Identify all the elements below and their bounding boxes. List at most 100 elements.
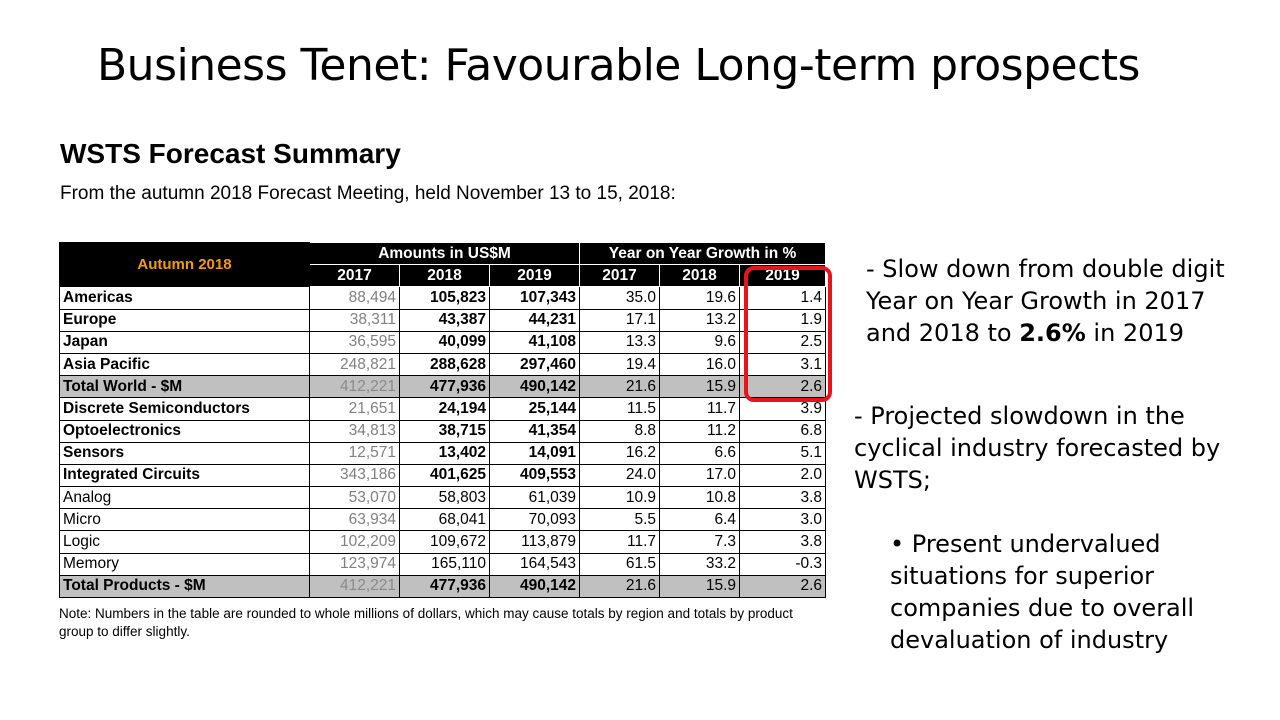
table-corner-label: Autumn 2018 <box>59 241 310 288</box>
year-header-row: 2017 2018 2019 2017 2018 2019 <box>60 264 827 288</box>
table-cell: 165,110 <box>399 552 490 576</box>
table-row: Asia Pacific 248,821 288,628 297,460 19.4 16.… <box>59 352 827 377</box>
highlight-box-2019-growth <box>744 266 832 402</box>
table-cell: 5.5 <box>579 508 661 532</box>
table-cell: 105,823 <box>399 286 490 310</box>
table-row: Micro 63,934 68,041 70,093 5.5 6.4 3.0 <box>59 508 827 532</box>
table-cell: 6.8 <box>739 419 827 443</box>
forecast-table: Autumn 2018 Amounts in US$M Year on Year… <box>59 241 827 599</box>
table-cell: 41,108 <box>488 330 581 354</box>
row-label: Integrated Circuits <box>59 463 310 488</box>
table-cell: 164,543 <box>488 552 581 576</box>
table-cell: 477,936 <box>399 574 490 599</box>
table-cell: 13.2 <box>659 308 741 332</box>
table-cell: 40,099 <box>399 330 490 354</box>
table-cell: 107,343 <box>488 286 581 310</box>
table-cell: 6.6 <box>659 441 741 465</box>
table-cell: 61.5 <box>579 552 661 576</box>
table-cell: 11.7 <box>659 397 741 421</box>
table-cell: 11.7 <box>579 530 661 554</box>
table-cell: 16.2 <box>579 441 661 465</box>
table-cell: 44,231 <box>488 308 581 332</box>
table-cell: 14,091 <box>488 441 581 465</box>
table-cell: 58,803 <box>399 486 490 510</box>
table-cell: 3.1 <box>739 352 827 377</box>
table-cell: 68,041 <box>399 508 490 532</box>
table-cell: 21.6 <box>579 574 661 599</box>
wsts-subtitle: From the autumn 2018 Forecast Meeting, h… <box>60 183 676 204</box>
table-cell: 88,494 <box>309 286 400 310</box>
table-row: Integrated Circuits 343,186 401,625 409,553… <box>59 463 827 488</box>
table-cell: 41,354 <box>488 419 581 443</box>
table-cell: 15.9 <box>659 574 741 599</box>
table-row: Logic 102,209 109,672 113,879 11.7 7.3 3.8 <box>59 530 827 554</box>
table-cell: 3.8 <box>739 486 827 510</box>
table-cell: 33.2 <box>659 552 741 576</box>
table-cell: 10.9 <box>579 486 661 510</box>
table-cell: 13.3 <box>579 330 661 354</box>
bullet-slowdown: - Slow down from double digit Year on Ye… <box>866 253 1226 349</box>
table-cell: 9.6 <box>659 330 741 354</box>
table-row: Optoelectronics 34,813 38,715 41,354 8.8 11.2… <box>59 419 827 443</box>
table-row: Memory 123,974 165,110 164,543 61.5 33.2 -0.3 <box>59 552 827 576</box>
row-label: Sensors <box>59 441 310 465</box>
year-header: 2018 <box>659 264 741 288</box>
table-cell: 36,595 <box>309 330 400 354</box>
table-row: Analog 53,070 58,803 61,039 10.9 10.8 3.8 <box>59 486 827 510</box>
table-cell: 343,186 <box>309 463 400 488</box>
table-cell: 2.6 <box>739 574 827 599</box>
row-label: Analog <box>59 486 310 510</box>
bullet-cyclical: - Projected slowdown in the cyclical ind… <box>854 402 1221 494</box>
amounts-group-header: Amounts in US$M <box>308 241 581 266</box>
table-cell: 35.0 <box>579 286 661 310</box>
table-cell: 38,311 <box>309 308 400 332</box>
table-cell: 34,813 <box>309 419 400 443</box>
table-cell: 102,209 <box>309 530 400 554</box>
table-cell: 25,144 <box>488 397 581 421</box>
bullet-text: in 2019 <box>1085 319 1184 347</box>
table-cell: 16.0 <box>659 352 741 377</box>
table-cell: 17.0 <box>659 463 741 488</box>
table-cell: 63,934 <box>309 508 400 532</box>
row-label: Logic <box>59 530 310 554</box>
row-label: Micro <box>59 508 310 532</box>
table-cell: 123,974 <box>309 552 400 576</box>
wsts-title: WSTS Forecast Summary <box>60 138 401 169</box>
table-cell: 113,879 <box>488 530 581 554</box>
table-cell: 3.0 <box>739 508 827 532</box>
table-row: Discrete Semiconductors 21,651 24,194 25,14… <box>59 397 827 421</box>
table-cell: 70,093 <box>488 508 581 532</box>
table-cell: -0.3 <box>739 552 827 576</box>
row-label: Total World - $M <box>59 375 310 399</box>
bullet-bold-value: 2.6% <box>1019 319 1086 347</box>
row-label: Japan <box>59 330 310 354</box>
bullet-undervalued: • Present undervalued situations for sup… <box>890 530 1195 654</box>
table-cell: 248,821 <box>309 352 400 377</box>
row-label: Asia Pacific <box>59 352 310 377</box>
table-cell: 412,221 <box>309 375 400 399</box>
row-label: Europe <box>59 308 310 332</box>
table-cell: 297,460 <box>488 352 581 377</box>
row-label: Total Products - $M <box>59 574 310 599</box>
slide-title: Business Tenet: Favourable Long-term pro… <box>97 40 1140 91</box>
table-cell: 401,625 <box>399 463 490 488</box>
table-row: Total World - $M 412,221 477,936 490,142 21.… <box>59 375 827 399</box>
table-row: Japan 36,595 40,099 41,108 13.3 9.6 2.5 <box>59 330 827 354</box>
table-row: Europe 38,311 43,387 44,231 17.1 13.2 1.9 <box>59 308 827 332</box>
table-cell: 7.3 <box>659 530 741 554</box>
table-cell: 477,936 <box>399 375 490 399</box>
table-cell: 409,553 <box>488 463 581 488</box>
table-cell: 3.8 <box>739 530 827 554</box>
table-cell: 2.6 <box>739 375 827 399</box>
table-cell: 15.9 <box>659 375 741 399</box>
table-cell: 43,387 <box>399 308 490 332</box>
table-row: Sensors 12,571 13,402 14,091 16.2 6.6 5.1 <box>59 441 827 465</box>
row-label: Discrete Semiconductors <box>59 397 310 421</box>
table-cell: 490,142 <box>488 375 581 399</box>
year-header: 2018 <box>399 264 490 288</box>
table-cell: 21,651 <box>309 397 400 421</box>
table-cell: 19.4 <box>579 352 661 377</box>
table-cell: 53,070 <box>309 486 400 510</box>
table-cell: 2.0 <box>739 463 827 488</box>
table-cell: 288,628 <box>399 352 490 377</box>
